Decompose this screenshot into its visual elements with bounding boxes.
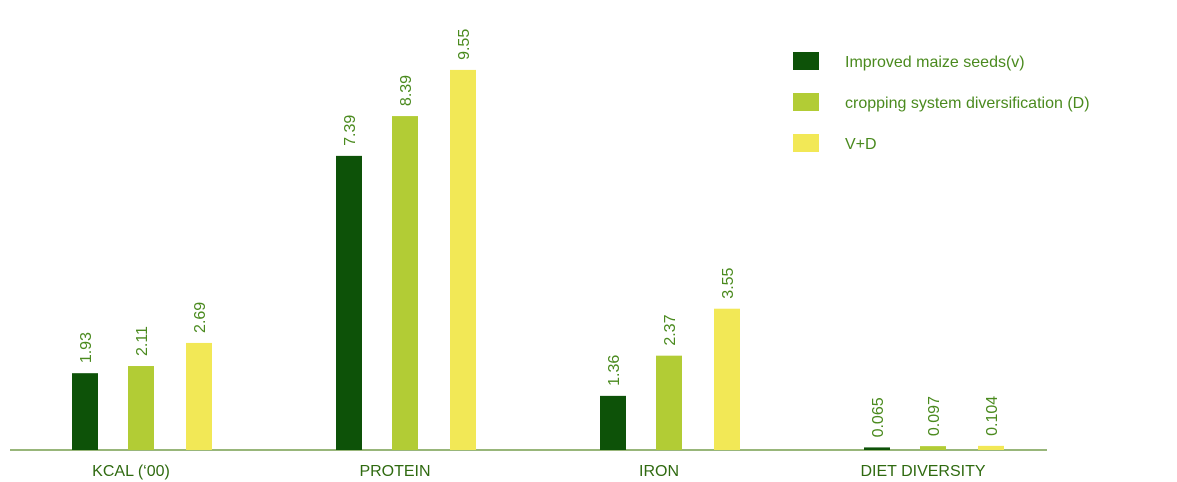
value-label: 1.93 xyxy=(78,332,95,363)
bar xyxy=(392,116,418,450)
bar xyxy=(128,366,154,450)
bar xyxy=(72,373,98,450)
value-label: 0.104 xyxy=(984,396,1001,436)
value-label: 2.37 xyxy=(662,314,679,345)
bar xyxy=(336,155,362,451)
legend-label: V+D xyxy=(845,136,877,153)
value-label: 2.11 xyxy=(134,326,151,356)
legend-swatch xyxy=(793,134,819,152)
legend-label: cropping system diversification (D) xyxy=(845,95,1090,112)
value-label: 0.097 xyxy=(926,396,943,436)
legend-label: Improved maize seeds(v) xyxy=(845,54,1025,71)
legend-swatch xyxy=(793,93,819,111)
bar xyxy=(656,355,682,450)
value-label: 2.69 xyxy=(192,302,209,333)
value-label: 3.55 xyxy=(720,267,737,298)
value-label: 9.55 xyxy=(456,29,473,60)
value-label: 7.39 xyxy=(342,115,359,146)
x-tick-label: PROTEIN xyxy=(359,463,430,480)
value-label: 1.36 xyxy=(606,355,623,386)
x-tick-label: DIET DIVERSITY xyxy=(860,463,985,480)
value-label: 8.39 xyxy=(398,75,415,106)
bar xyxy=(978,445,1004,450)
bar xyxy=(864,447,890,450)
bar xyxy=(920,446,946,450)
bar xyxy=(714,308,740,450)
bar xyxy=(186,342,212,450)
value-label: 0.065 xyxy=(870,397,887,437)
x-tick-label: KCAL (‘00) xyxy=(92,463,170,480)
bar xyxy=(450,69,476,450)
legend-swatch xyxy=(793,52,819,70)
x-tick-label: IRON xyxy=(639,463,679,480)
bar xyxy=(600,395,626,450)
